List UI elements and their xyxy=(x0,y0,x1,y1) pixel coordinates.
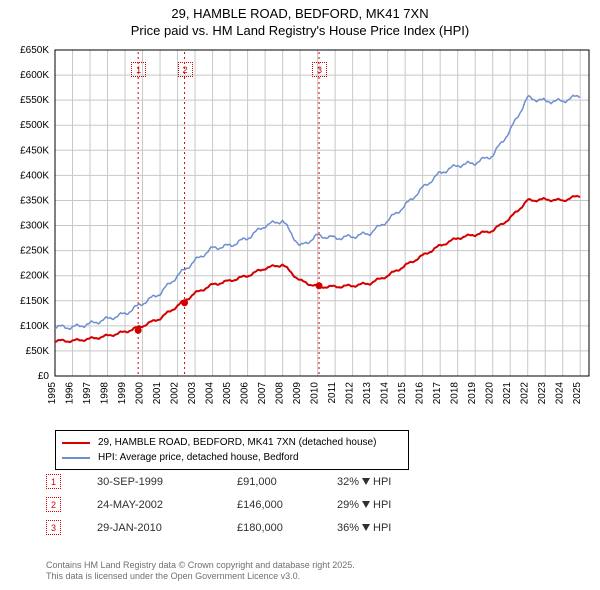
svg-text:2000: 2000 xyxy=(135,382,146,405)
svg-text:2009: 2009 xyxy=(292,382,303,405)
svg-text:£0: £0 xyxy=(38,371,50,382)
svg-text:1995: 1995 xyxy=(47,382,58,405)
title-line-2: Price paid vs. HM Land Registry's House … xyxy=(0,23,600,40)
svg-text:2018: 2018 xyxy=(450,382,461,405)
legend-label: 29, HAMBLE ROAD, BEDFORD, MK41 7XN (deta… xyxy=(98,435,376,450)
legend-swatch xyxy=(62,457,90,459)
legend-swatch xyxy=(62,442,90,444)
sale-event-2: 2 24-MAY-2002£146,00029% HPI xyxy=(46,493,391,516)
footnote-line-1: Contains HM Land Registry data © Crown c… xyxy=(46,560,355,571)
legend-label: HPI: Average price, detached house, Bedf… xyxy=(98,450,299,465)
svg-text:£600K: £600K xyxy=(20,70,49,81)
svg-text:2004: 2004 xyxy=(205,382,216,405)
svg-text:£150K: £150K xyxy=(20,296,49,307)
svg-text:£100K: £100K xyxy=(20,321,49,332)
svg-text:2007: 2007 xyxy=(257,382,268,405)
svg-text:£350K: £350K xyxy=(20,195,49,206)
event-date: 29-JAN-2010 xyxy=(97,522,237,534)
arrow-down-icon xyxy=(362,501,370,508)
footnote: Contains HM Land Registry data © Crown c… xyxy=(46,560,355,583)
svg-text:2024: 2024 xyxy=(555,382,566,405)
svg-text:2016: 2016 xyxy=(415,382,426,405)
svg-text:2019: 2019 xyxy=(467,382,478,405)
svg-text:2010: 2010 xyxy=(310,382,321,405)
svg-text:2020: 2020 xyxy=(485,382,496,405)
legend: 29, HAMBLE ROAD, BEDFORD, MK41 7XN (deta… xyxy=(55,430,409,470)
legend-item-0: 29, HAMBLE ROAD, BEDFORD, MK41 7XN (deta… xyxy=(62,435,402,450)
svg-text:2002: 2002 xyxy=(170,382,181,405)
event-number: 2 xyxy=(46,497,61,512)
event-date: 30-SEP-1999 xyxy=(97,476,237,488)
svg-text:1999: 1999 xyxy=(117,382,128,405)
event-diff: 36% HPI xyxy=(337,522,391,534)
svg-text:2025: 2025 xyxy=(572,382,583,405)
svg-text:2001: 2001 xyxy=(152,382,163,405)
svg-text:2003: 2003 xyxy=(187,382,198,405)
svg-text:£450K: £450K xyxy=(20,145,49,156)
event-diff-pct: 29% xyxy=(337,499,359,511)
title-line-1: 29, HAMBLE ROAD, BEDFORD, MK41 7XN xyxy=(0,6,600,23)
svg-text:£550K: £550K xyxy=(20,95,49,106)
sale-event-3: 3 29-JAN-2010£180,00036% HPI xyxy=(46,516,391,539)
event-diff-label: HPI xyxy=(373,522,391,534)
footnote-line-2: This data is licensed under the Open Gov… xyxy=(46,571,355,582)
svg-text:£500K: £500K xyxy=(20,120,49,131)
svg-text:2012: 2012 xyxy=(345,382,356,405)
legend-item-1: HPI: Average price, detached house, Bedf… xyxy=(62,450,402,465)
svg-text:2021: 2021 xyxy=(502,382,513,405)
chart: £0 £50K £100K £150K £200K £250K £300K £350K £400… xyxy=(0,44,600,424)
svg-text:1997: 1997 xyxy=(82,382,93,405)
svg-text:2008: 2008 xyxy=(275,382,286,405)
arrow-down-icon xyxy=(362,524,370,531)
event-price: £146,000 xyxy=(237,499,337,511)
event-diff: 32% HPI xyxy=(337,476,391,488)
sale-event-1: 1 30-SEP-1999£91,00032% HPI xyxy=(46,470,391,493)
svg-text:1996: 1996 xyxy=(65,382,76,405)
svg-text:2017: 2017 xyxy=(432,382,443,405)
chart-title: 29, HAMBLE ROAD, BEDFORD, MK41 7XN Price… xyxy=(0,0,600,40)
event-price: £91,000 xyxy=(237,476,337,488)
svg-text:£250K: £250K xyxy=(20,246,49,257)
sale-events: 1 30-SEP-1999£91,00032% HPI 2 24-MAY-2002£14… xyxy=(46,470,391,539)
svg-text:2022: 2022 xyxy=(520,382,531,405)
event-date: 24-MAY-2002 xyxy=(97,499,237,511)
svg-text:2006: 2006 xyxy=(240,382,251,405)
svg-text:1998: 1998 xyxy=(100,382,111,405)
event-price: £180,000 xyxy=(237,522,337,534)
svg-text:2013: 2013 xyxy=(362,382,373,405)
event-number: 3 xyxy=(46,520,61,535)
svg-text:£200K: £200K xyxy=(20,271,49,282)
svg-text:2023: 2023 xyxy=(537,382,548,405)
svg-text:£400K: £400K xyxy=(20,170,49,181)
svg-text:2014: 2014 xyxy=(380,382,391,405)
event-diff: 29% HPI xyxy=(337,499,391,511)
event-diff-label: HPI xyxy=(373,476,391,488)
event-diff-pct: 36% xyxy=(337,522,359,534)
svg-text:£650K: £650K xyxy=(20,45,49,56)
event-number: 1 xyxy=(46,474,61,489)
event-diff-label: HPI xyxy=(373,499,391,511)
svg-text:£300K: £300K xyxy=(20,221,49,232)
svg-text:2011: 2011 xyxy=(327,382,338,404)
event-diff-pct: 32% xyxy=(337,476,359,488)
svg-text:£50K: £50K xyxy=(26,346,50,357)
svg-text:2005: 2005 xyxy=(222,382,233,405)
svg-text:2015: 2015 xyxy=(397,382,408,405)
arrow-down-icon xyxy=(362,478,370,485)
